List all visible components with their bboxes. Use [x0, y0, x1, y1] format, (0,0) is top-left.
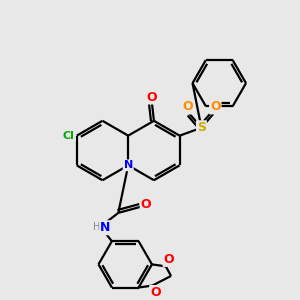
Text: S: S [197, 121, 206, 134]
Text: H: H [93, 222, 100, 232]
Text: O: O [150, 286, 161, 299]
Text: N: N [100, 221, 111, 234]
Text: O: O [164, 253, 174, 266]
Text: O: O [210, 100, 220, 113]
Text: O: O [182, 100, 193, 113]
Text: O: O [141, 199, 151, 212]
Text: Cl: Cl [63, 131, 75, 141]
Text: O: O [147, 91, 157, 103]
Text: N: N [124, 160, 133, 170]
